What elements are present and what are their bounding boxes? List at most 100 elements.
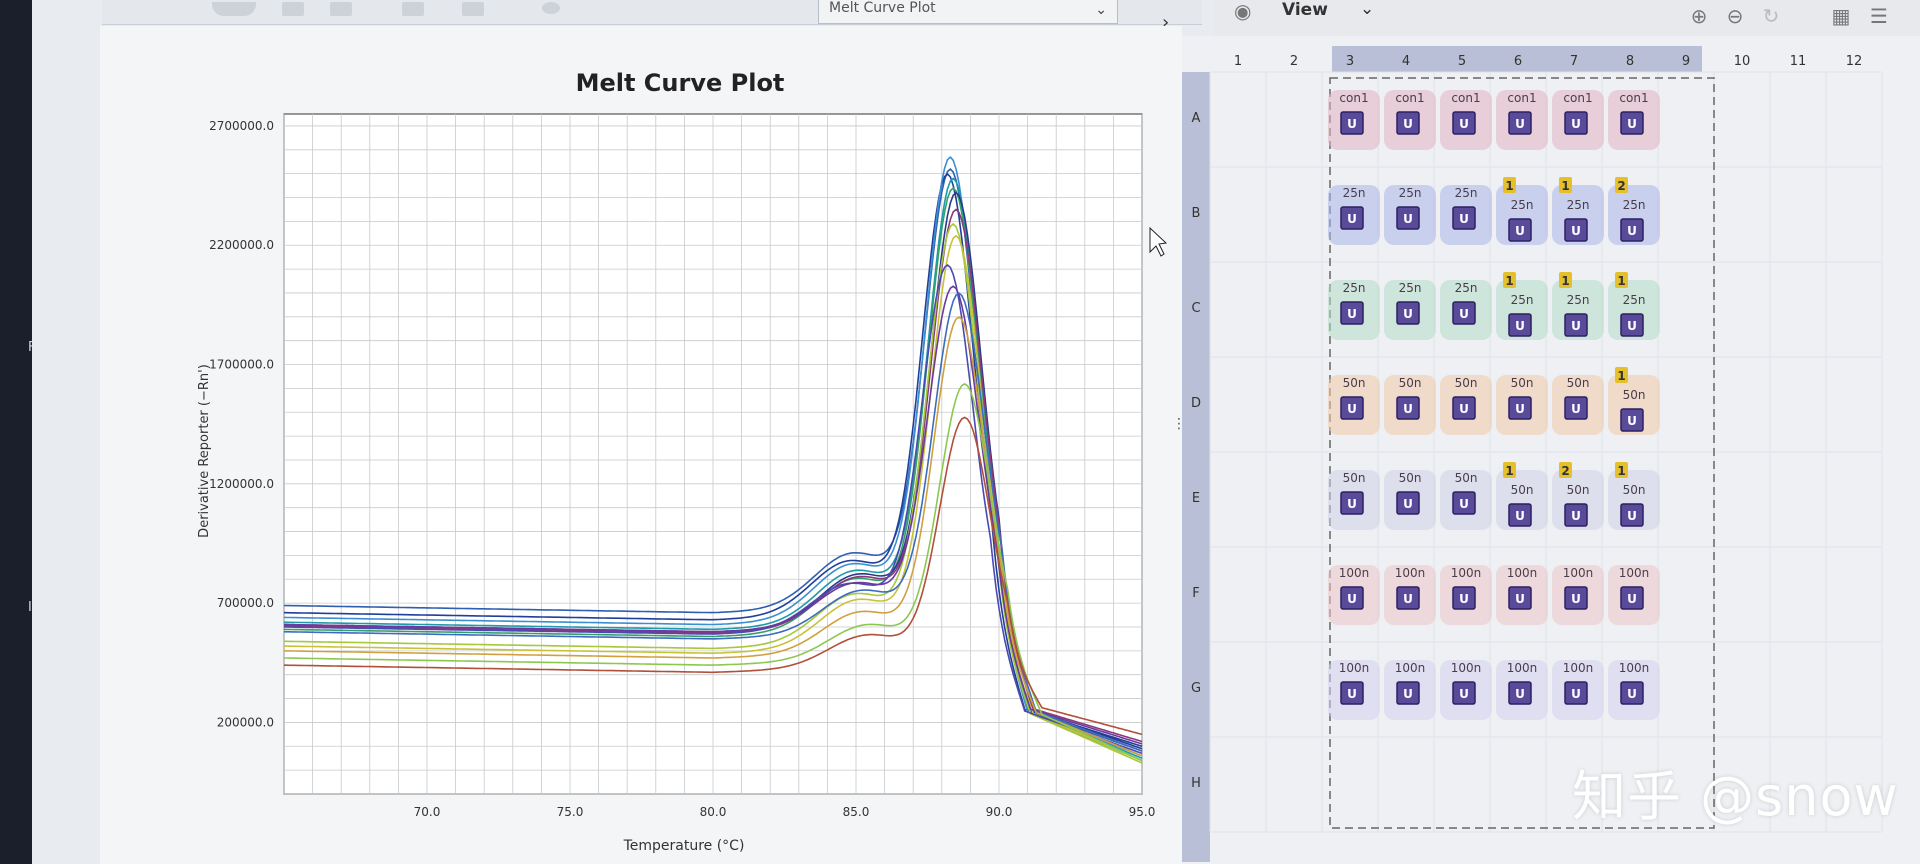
plate-well[interactable]: 25n U <box>1440 280 1492 340</box>
toolbar-button[interactable] <box>212 2 256 16</box>
plate-well[interactable]: 25n U <box>1440 185 1492 245</box>
well-sample-label: 25n <box>1399 281 1422 295</box>
task-badge <box>1340 681 1364 705</box>
row-header[interactable]: F <box>1192 586 1199 601</box>
row-header[interactable]: A <box>1192 111 1201 126</box>
plate-well[interactable]: 2 50n U <box>1552 462 1604 530</box>
column-header[interactable]: 7 <box>1570 54 1578 69</box>
target-flag <box>1503 272 1516 288</box>
view-menu-button[interactable]: ◉ View ⌄ <box>1234 0 1396 26</box>
toolbar-button[interactable] <box>542 2 560 14</box>
plate-well[interactable]: con1 U <box>1440 90 1492 150</box>
plate-well[interactable]: 100n U <box>1328 660 1380 720</box>
plate-well[interactable]: con1 U <box>1328 90 1380 150</box>
plate-well[interactable]: con1 U <box>1384 90 1436 150</box>
wells-layer: con1Ucon1Ucon1Ucon1Ucon1Ucon1U25nU25nU25… <box>1328 90 1660 720</box>
task-badge-letter: U <box>1627 687 1637 701</box>
task-badge-letter: U <box>1459 212 1469 226</box>
y-tick-label: 1700000.0 <box>209 358 274 372</box>
column-header[interactable]: 4 <box>1402 54 1410 69</box>
toolbar-button[interactable] <box>402 2 424 16</box>
plate-well[interactable]: 50n U <box>1328 470 1380 530</box>
column-header[interactable]: 10 <box>1734 54 1751 69</box>
collapse-panel-icon[interactable]: › <box>1162 12 1170 33</box>
task-badge-letter: U <box>1571 224 1581 238</box>
plate-well[interactable]: 50n U <box>1440 470 1492 530</box>
column-header[interactable]: 8 <box>1626 54 1634 69</box>
well-sample-label: 25n <box>1455 186 1478 200</box>
task-badge <box>1396 206 1420 230</box>
plate-well[interactable]: con1 U <box>1608 90 1660 150</box>
well-sample-label: 100n <box>1451 566 1482 580</box>
y-tick-label: 2200000.0 <box>209 238 274 252</box>
plate-well[interactable]: con1 U <box>1496 90 1548 150</box>
y-tick-label: 200000.0 <box>217 715 274 729</box>
plate-well[interactable]: 100n U <box>1384 660 1436 720</box>
plate-well[interactable]: 2 25n U <box>1608 177 1660 245</box>
plot-type-select[interactable]: Melt Curve Plot ⌄ <box>818 0 1118 24</box>
row-header[interactable]: E <box>1192 491 1200 506</box>
plate-well[interactable]: 100n U <box>1384 565 1436 625</box>
column-header[interactable]: 6 <box>1514 54 1522 69</box>
plate-well[interactable]: 1 25n U <box>1552 177 1604 245</box>
well-sample-label: 25n <box>1567 293 1590 307</box>
panel-splitter[interactable]: ⋮ <box>1172 416 1186 432</box>
plate-well[interactable]: 1 25n U <box>1496 272 1548 340</box>
plate-well[interactable]: 100n U <box>1440 660 1492 720</box>
plate-well[interactable]: 25n U <box>1328 185 1380 245</box>
plate-well[interactable]: 1 50n U <box>1608 462 1660 530</box>
column-header[interactable]: 2 <box>1290 54 1298 69</box>
plate-well[interactable]: 100n U <box>1496 660 1548 720</box>
plate-well[interactable]: con1 U <box>1552 90 1604 150</box>
plate-well[interactable]: 100n U <box>1440 565 1492 625</box>
plate-well[interactable]: 25n U <box>1328 280 1380 340</box>
plate-well[interactable]: 100n U <box>1552 565 1604 625</box>
plate-well[interactable]: 50n U <box>1384 470 1436 530</box>
task-badge <box>1452 301 1476 325</box>
plate-well[interactable]: 100n U <box>1608 660 1660 720</box>
plate-well[interactable]: 1 50n U <box>1496 462 1548 530</box>
row-header[interactable]: C <box>1191 301 1200 316</box>
plate-well[interactable]: 50n U <box>1552 375 1604 435</box>
zoom-out-icon[interactable]: ⊖ <box>1726 4 1744 28</box>
toolbar-button[interactable] <box>462 2 484 16</box>
column-header[interactable]: 3 <box>1346 54 1354 69</box>
row-header[interactable]: D <box>1191 396 1201 411</box>
task-badge-letter: U <box>1459 402 1469 416</box>
column-header[interactable]: 1 <box>1234 54 1242 69</box>
row-header[interactable]: G <box>1191 681 1201 696</box>
column-header[interactable]: 11 <box>1790 54 1807 69</box>
task-badge <box>1620 111 1644 135</box>
reset-zoom-icon[interactable]: ↻ <box>1762 4 1780 28</box>
plate-well[interactable]: 1 25n U <box>1552 272 1604 340</box>
row-header[interactable]: H <box>1191 776 1201 791</box>
plate-well[interactable]: 50n U <box>1384 375 1436 435</box>
plate-well[interactable]: 50n U <box>1496 375 1548 435</box>
column-header[interactable]: 12 <box>1846 54 1863 69</box>
plate-well[interactable]: 100n U <box>1608 565 1660 625</box>
column-header[interactable]: 5 <box>1458 54 1466 69</box>
list-view-icon[interactable]: ☰ <box>1870 4 1888 28</box>
plate-well[interactable]: 1 25n U <box>1496 177 1548 245</box>
y-tick-label: 2700000.0 <box>209 119 274 133</box>
plate-well[interactable]: 25n U <box>1384 280 1436 340</box>
task-badge <box>1340 301 1364 325</box>
eye-icon: ◉ <box>1234 0 1252 23</box>
grid-view-icon[interactable]: ▦ <box>1831 4 1851 28</box>
row-header[interactable]: B <box>1192 206 1201 221</box>
well-sample-label: 25n <box>1623 293 1646 307</box>
plate-well[interactable]: 1 50n U <box>1608 367 1660 435</box>
plate-well[interactable]: 25n U <box>1384 185 1436 245</box>
target-flag-number: 2 <box>1617 179 1625 193</box>
plate-well[interactable]: 50n U <box>1328 375 1380 435</box>
plate-well[interactable]: 100n U <box>1496 565 1548 625</box>
plate-well[interactable]: 100n U <box>1552 660 1604 720</box>
column-header[interactable]: 9 <box>1682 54 1690 69</box>
zoom-in-icon[interactable]: ⊕ <box>1690 4 1708 28</box>
task-badge-letter: U <box>1347 497 1357 511</box>
plate-well[interactable]: 1 25n U <box>1608 272 1660 340</box>
toolbar-button[interactable] <box>330 2 352 16</box>
toolbar-button[interactable] <box>282 2 304 16</box>
plate-well[interactable]: 100n U <box>1328 565 1380 625</box>
plate-well[interactable]: 50n U <box>1440 375 1492 435</box>
